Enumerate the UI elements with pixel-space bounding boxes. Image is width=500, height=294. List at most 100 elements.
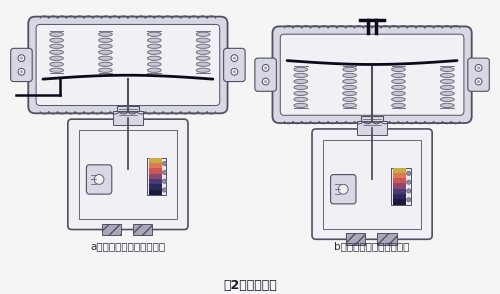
Ellipse shape xyxy=(98,62,112,66)
Circle shape xyxy=(406,198,411,202)
Circle shape xyxy=(406,171,411,176)
FancyBboxPatch shape xyxy=(86,165,112,194)
Circle shape xyxy=(162,161,166,166)
Circle shape xyxy=(233,70,236,73)
Bar xyxy=(358,121,386,135)
Circle shape xyxy=(20,70,23,73)
FancyBboxPatch shape xyxy=(36,24,220,106)
Bar xyxy=(393,199,406,205)
Bar xyxy=(149,179,162,184)
Ellipse shape xyxy=(294,73,308,78)
Circle shape xyxy=(262,64,269,71)
Ellipse shape xyxy=(196,44,210,48)
Ellipse shape xyxy=(148,32,161,36)
Ellipse shape xyxy=(392,85,406,89)
Bar xyxy=(391,168,410,205)
Ellipse shape xyxy=(440,103,454,108)
Ellipse shape xyxy=(148,44,161,48)
Bar xyxy=(362,116,383,128)
Bar xyxy=(149,158,162,163)
Ellipse shape xyxy=(50,32,64,36)
Bar xyxy=(393,168,406,173)
Text: a、反作用与阀构成气开式: a、反作用与阀构成气开式 xyxy=(90,241,166,251)
Ellipse shape xyxy=(98,32,112,36)
Ellipse shape xyxy=(148,62,161,66)
Ellipse shape xyxy=(440,73,454,78)
Ellipse shape xyxy=(343,67,356,71)
Circle shape xyxy=(18,55,25,61)
Ellipse shape xyxy=(440,91,454,96)
Bar xyxy=(393,189,406,194)
Ellipse shape xyxy=(440,67,454,71)
FancyBboxPatch shape xyxy=(255,58,276,91)
Ellipse shape xyxy=(440,85,454,89)
Circle shape xyxy=(162,170,166,175)
Bar xyxy=(393,178,406,183)
Ellipse shape xyxy=(148,50,161,54)
Circle shape xyxy=(475,78,482,85)
Bar xyxy=(117,106,138,118)
Ellipse shape xyxy=(343,103,356,108)
FancyBboxPatch shape xyxy=(468,58,489,91)
Text: b、正作用与阀构成气关式: b、正作用与阀构成气关式 xyxy=(334,241,410,251)
FancyBboxPatch shape xyxy=(28,16,228,113)
Circle shape xyxy=(233,57,236,60)
Ellipse shape xyxy=(392,73,406,78)
Ellipse shape xyxy=(294,79,308,83)
Bar xyxy=(147,158,167,195)
Ellipse shape xyxy=(50,68,64,72)
Bar xyxy=(346,233,366,245)
Ellipse shape xyxy=(50,62,64,66)
Circle shape xyxy=(162,188,166,192)
Ellipse shape xyxy=(98,56,112,60)
FancyBboxPatch shape xyxy=(224,48,245,81)
Bar xyxy=(149,174,162,179)
Ellipse shape xyxy=(148,38,161,42)
Ellipse shape xyxy=(294,85,308,89)
Bar xyxy=(149,184,162,190)
Ellipse shape xyxy=(392,103,406,108)
FancyBboxPatch shape xyxy=(312,129,432,239)
Bar xyxy=(102,224,121,235)
Ellipse shape xyxy=(196,62,210,66)
Ellipse shape xyxy=(148,68,161,72)
FancyBboxPatch shape xyxy=(10,48,32,81)
FancyBboxPatch shape xyxy=(280,34,464,115)
Circle shape xyxy=(231,55,238,61)
Bar xyxy=(149,190,162,195)
Ellipse shape xyxy=(50,44,64,48)
Ellipse shape xyxy=(294,91,308,96)
Ellipse shape xyxy=(294,67,308,71)
Circle shape xyxy=(264,66,267,69)
Ellipse shape xyxy=(196,38,210,42)
Ellipse shape xyxy=(196,56,210,60)
Ellipse shape xyxy=(196,68,210,72)
Bar xyxy=(149,168,162,174)
Circle shape xyxy=(94,175,104,184)
Ellipse shape xyxy=(50,38,64,42)
Ellipse shape xyxy=(343,73,356,78)
Circle shape xyxy=(262,78,269,85)
Circle shape xyxy=(162,179,166,183)
FancyBboxPatch shape xyxy=(330,175,356,204)
Circle shape xyxy=(477,66,480,69)
Bar xyxy=(377,233,396,245)
Ellipse shape xyxy=(440,79,454,83)
Ellipse shape xyxy=(98,38,112,42)
Circle shape xyxy=(475,64,482,71)
Bar xyxy=(393,194,406,199)
Circle shape xyxy=(338,184,348,194)
Ellipse shape xyxy=(392,79,406,83)
Bar xyxy=(78,130,177,219)
Ellipse shape xyxy=(98,68,112,72)
Ellipse shape xyxy=(148,56,161,60)
Ellipse shape xyxy=(343,91,356,96)
Ellipse shape xyxy=(392,97,406,101)
Ellipse shape xyxy=(50,50,64,54)
Bar xyxy=(149,163,162,168)
Circle shape xyxy=(477,80,480,83)
Ellipse shape xyxy=(343,97,356,101)
Bar xyxy=(114,111,142,125)
Ellipse shape xyxy=(50,56,64,60)
Circle shape xyxy=(231,69,238,75)
